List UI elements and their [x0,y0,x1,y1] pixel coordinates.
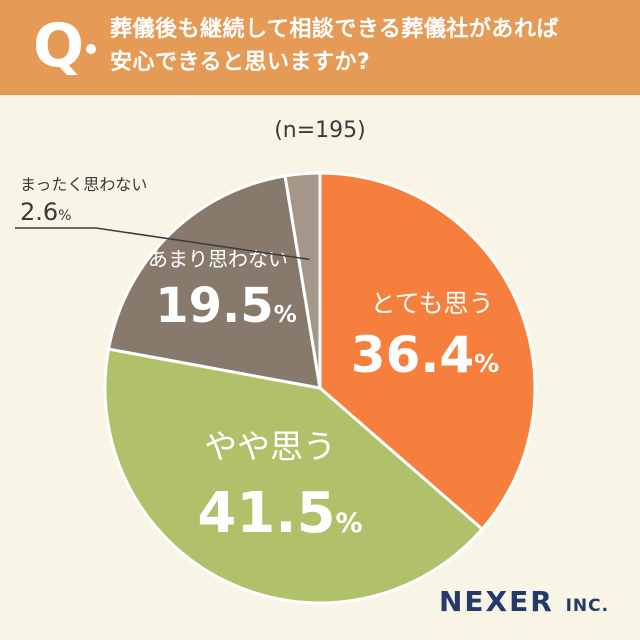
slice-label-not-at-all: まったく思わない [20,175,147,194]
slice-value-very: 36.4% [351,326,499,384]
pie-slice-somewhat [103,347,484,605]
pie-slice-very [318,171,537,531]
company-logo: NEXER INC. [439,586,609,622]
pie-labels: とても思う 36.4% やや思う 41.5% あまり思わない 19.5% まったく思わない 2… [15,175,499,546]
question-line-2: 安心できると思いますか? [110,50,371,75]
pie-slice-not-at-all [283,171,322,390]
q-mark: Q [33,11,85,81]
slice-label-not-much: あまり思わない [148,247,288,271]
slice-value-somewhat: 41.5% [197,481,362,546]
sample-size: (n=195) [274,118,366,143]
question-line-1: 葬儀後も継続して相談できる葬儀社があれば [110,17,559,42]
logo-name: NEXER [439,585,554,618]
q-dot [86,44,96,54]
slice-value-not-at-all: 2.6% [20,198,71,226]
pie-slice-not-much [107,174,322,390]
slice-value-not-much: 19.5% [155,278,296,334]
callout-leader-line [15,227,310,261]
question-header: Q 葬儀後も継続して相談できる葬儀社があれば 安心できると思いますか? [0,0,640,95]
slice-label-somewhat: やや思う [204,427,336,466]
question-text: 葬儀後も継続して相談できる葬儀社があれば 安心できると思いますか? [110,13,630,79]
logo-suffix: INC. [565,596,610,616]
pie-slices [103,171,537,605]
slice-label-very: とても思う [370,289,493,318]
